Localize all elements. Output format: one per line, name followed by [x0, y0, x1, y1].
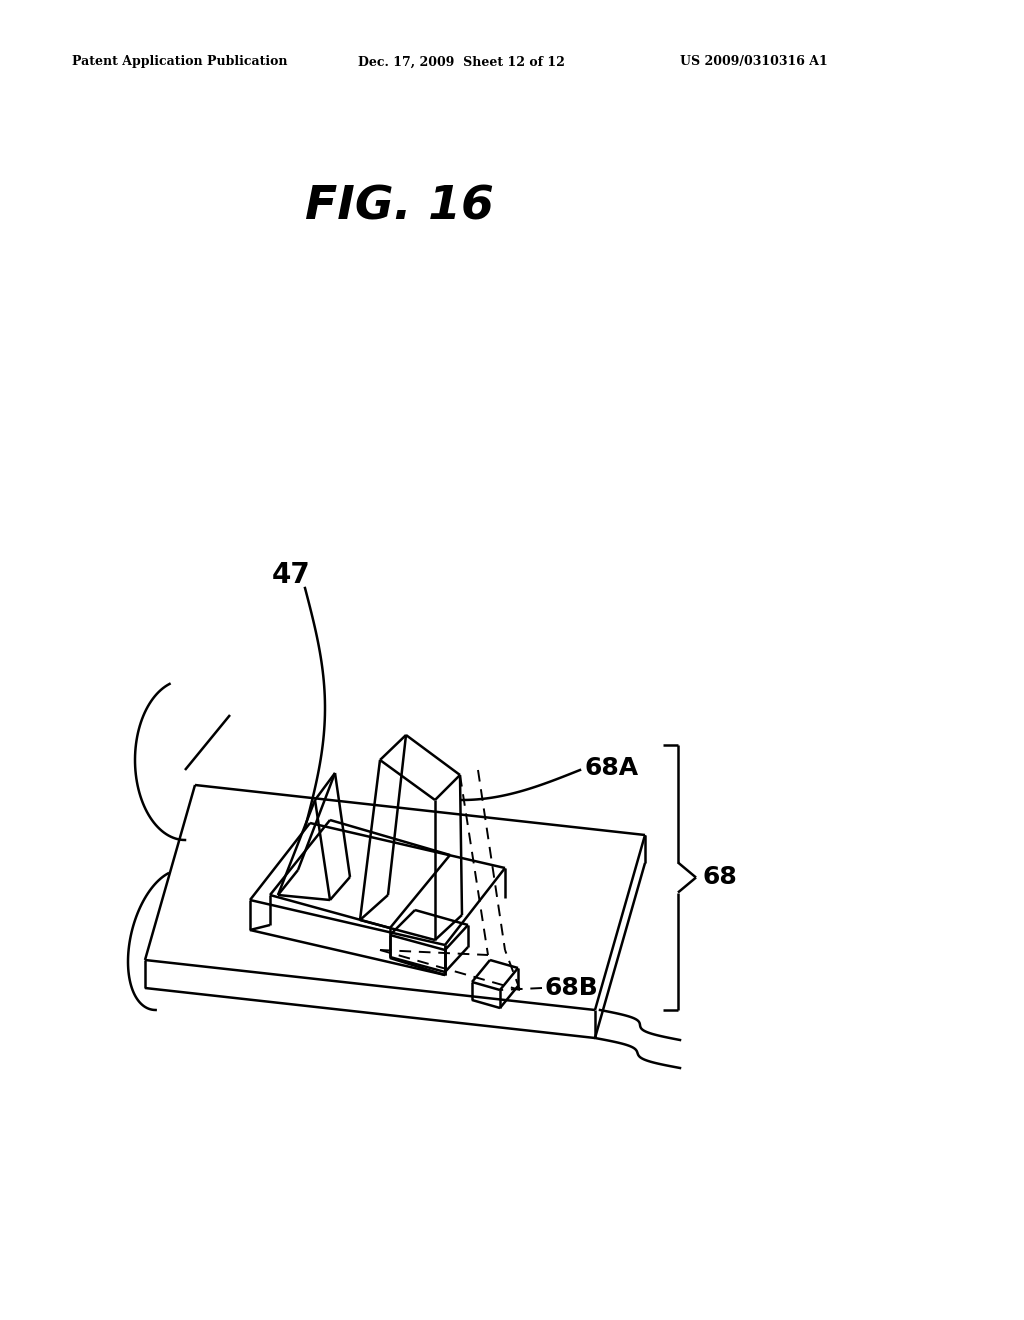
- Text: FIG. 16: FIG. 16: [305, 185, 494, 230]
- Text: 68A: 68A: [585, 756, 639, 780]
- Text: US 2009/0310316 A1: US 2009/0310316 A1: [680, 55, 827, 69]
- Text: Dec. 17, 2009  Sheet 12 of 12: Dec. 17, 2009 Sheet 12 of 12: [358, 55, 565, 69]
- Text: 68: 68: [703, 866, 737, 890]
- Text: Patent Application Publication: Patent Application Publication: [72, 55, 288, 69]
- Text: 47: 47: [272, 561, 310, 589]
- Text: 68B: 68B: [545, 975, 599, 1001]
